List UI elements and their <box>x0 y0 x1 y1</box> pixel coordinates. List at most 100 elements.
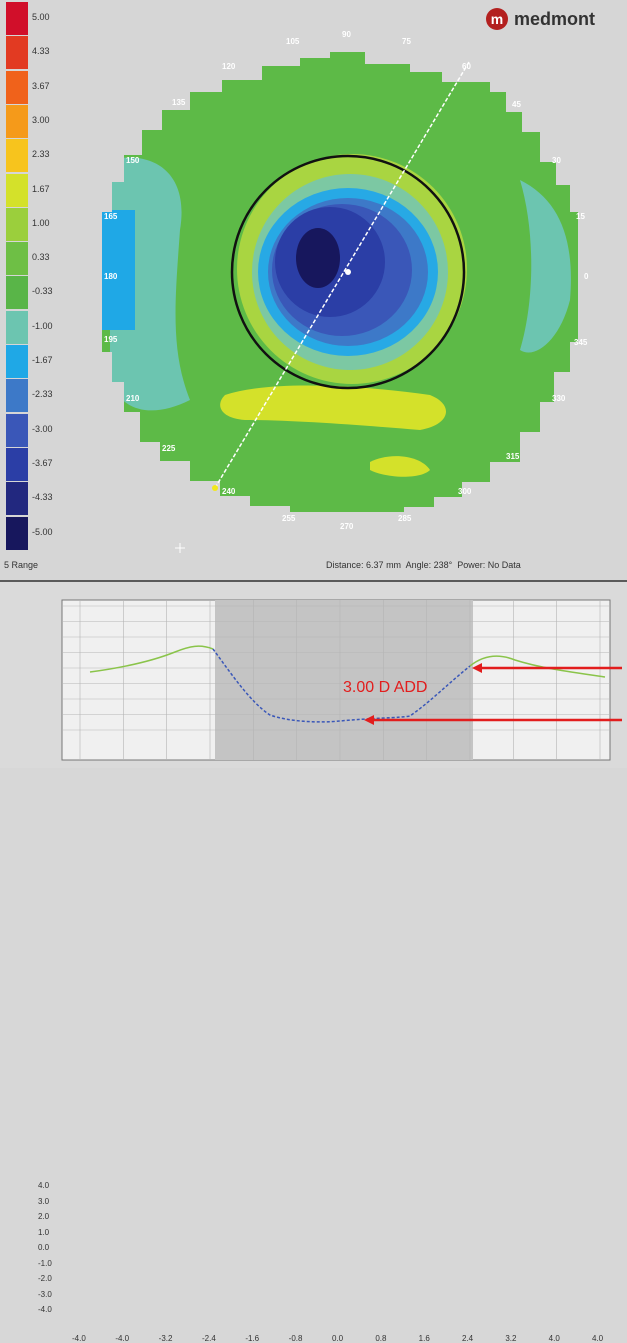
angle-label: 0 <box>584 272 589 281</box>
distance-label: Distance: <box>326 560 364 570</box>
y-tick-label: 1.0 <box>38 1227 50 1237</box>
angle-label: 285 <box>398 514 412 523</box>
profile-curve-right <box>469 655 606 678</box>
legend-swatch <box>6 345 28 378</box>
x-tick-label: -4.0 <box>72 1334 86 1343</box>
angle-label: 150 <box>126 156 140 165</box>
legend-swatch <box>6 70 28 104</box>
angle-value: 238° <box>433 560 453 570</box>
x-tick-label: 4.0 <box>548 1334 560 1343</box>
legend-label: 3.67 <box>32 80 50 91</box>
y-tick-label: -4.0 <box>38 1305 52 1314</box>
distance-value: 6.37 mm <box>366 560 402 570</box>
x-tick-label: -4.0 <box>115 1334 130 1343</box>
angle-label: 240 <box>222 487 236 496</box>
y-tick-label: 4.0 <box>38 1181 50 1190</box>
legend-swatch <box>6 482 28 516</box>
legend-swatch <box>6 516 28 550</box>
x-tick-label: -3.2 <box>158 1334 173 1343</box>
legend-swatch <box>6 207 28 241</box>
legend-label: -0.33 <box>32 286 53 297</box>
x-tick-label: 4.0 <box>592 1334 604 1343</box>
profile-graph <box>61 599 622 761</box>
legend-swatch <box>6 139 28 173</box>
legend-swatch <box>6 379 28 413</box>
topography-map-panel: 5.00 4.33 3.67 3.00 2.33 1.67 1.00 0.33 -0.33 -1.… <box>0 0 627 580</box>
legend-swatch <box>6 276 28 310</box>
profile-curve-left <box>89 645 214 673</box>
legend-label: -5.00 <box>32 526 53 537</box>
legend-swatch <box>6 242 28 276</box>
logo-mark: m <box>486 8 508 30</box>
angle-label: 15 <box>576 212 585 221</box>
angle-label: 345 <box>574 338 588 347</box>
angle-label: Angle: <box>405 560 432 570</box>
angle-label: 30 <box>552 156 561 165</box>
angle-label: 180 <box>104 272 118 281</box>
legend-swatch <box>6 173 28 207</box>
meridian-end-marker[interactable] <box>212 485 218 491</box>
legend-label: 4.33 <box>32 46 50 57</box>
x-tick-label: -2.4 <box>202 1334 216 1343</box>
range-label: 5 Range <box>4 560 39 570</box>
angle-label: 300 <box>458 487 472 496</box>
angle-label: 315 <box>506 452 520 461</box>
angle-label: 270 <box>340 522 354 531</box>
y-tick-label: -1.0 <box>38 1258 52 1268</box>
measurement-status: Distance: 6.37 mm Angle: 238° Power: No … <box>326 560 521 570</box>
legend-label: -3.67 <box>32 457 53 468</box>
angle-label: 210 <box>126 394 140 403</box>
x-tick-label: 1.6 <box>418 1334 430 1343</box>
angle-label: 60 <box>462 62 471 71</box>
legend-label: -3.00 <box>32 423 53 434</box>
x-tick-label: 0.0 <box>332 1334 344 1343</box>
legend-label: 0.33 <box>32 252 50 263</box>
legend-swatch <box>6 413 28 447</box>
legend-label: -1.67 <box>32 355 53 365</box>
x-tick-label: 0.8 <box>375 1334 387 1343</box>
angle-label: 90 <box>342 30 351 39</box>
angle-label: 330 <box>552 394 566 403</box>
pupil-circle <box>230 154 466 390</box>
legend-label: 3.00 <box>32 114 50 125</box>
add-annotation: 3.00 D ADD <box>343 679 428 696</box>
x-tick-label: -0.8 <box>288 1334 303 1343</box>
center-marker <box>345 269 351 275</box>
legend-swatch <box>6 36 28 70</box>
angle-label: 135 <box>172 98 186 107</box>
legend-label: 1.67 <box>32 183 50 194</box>
legend-swatch <box>6 310 28 344</box>
logo-text: medmont <box>514 9 595 29</box>
x-tick-label: 3.2 <box>505 1334 517 1343</box>
legend-label: 1.00 <box>32 217 50 228</box>
legend-label: 5.00 <box>32 12 50 22</box>
angle-label: 225 <box>162 444 176 453</box>
angle-label: 120 <box>222 62 236 71</box>
angle-label: 255 <box>282 514 296 523</box>
corneal-topography-map[interactable] <box>0 0 627 580</box>
y-tick-label: 2.0 <box>38 1212 50 1221</box>
y-tick-label: 0.0 <box>38 1243 50 1252</box>
y-tick-label: -2.0 <box>38 1274 52 1283</box>
x-tick-label: -1.6 <box>245 1334 260 1343</box>
pupil-zone-shade <box>215 600 473 760</box>
power-value: No Data <box>487 560 521 570</box>
power-label: Power: <box>457 560 486 570</box>
legend-label: -1.00 <box>32 320 53 331</box>
legend-swatch <box>6 447 28 481</box>
legend-label: -2.33 <box>32 389 53 400</box>
angle-label: 105 <box>286 37 300 46</box>
angle-label: 45 <box>512 100 521 109</box>
meridian-line[interactable] <box>214 61 470 489</box>
legend-swatch <box>6 104 28 138</box>
angle-label: 75 <box>402 37 411 46</box>
legend-label: 2.33 <box>32 149 50 160</box>
legend-label: -4.33 <box>32 492 53 503</box>
x-tick-label: 2.4 <box>462 1334 474 1343</box>
profile-panel: 4.0 3.0 2.0 1.0 0.0 -1.0 -2.0 -3.0 -4.0 -4.0 -4.0… <box>0 580 627 1343</box>
y-tick-label: 3.0 <box>38 1196 50 1206</box>
angle-label: 165 <box>104 212 118 221</box>
legend-swatch <box>6 2 28 35</box>
angle-label: 195 <box>104 335 118 344</box>
